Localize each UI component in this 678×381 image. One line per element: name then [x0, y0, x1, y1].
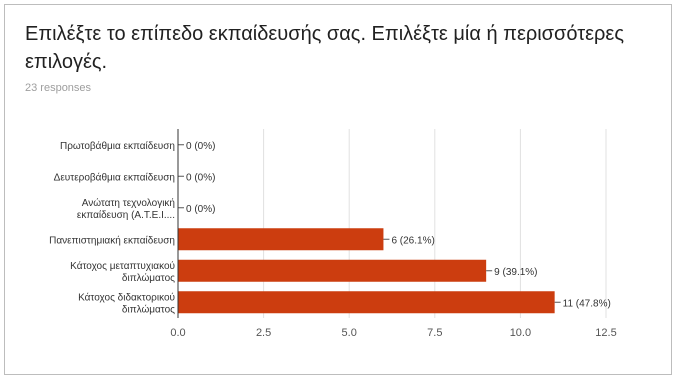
category-label: Κάτοχος μεταπτυχιακού [70, 260, 175, 272]
data-label: 11 (47.8%) [563, 298, 611, 309]
x-tick-label: 12.5 [595, 327, 616, 339]
x-tick-labels: 0.0 2.5 5.0 7.5 10.0 12.5 [170, 327, 616, 339]
response-count: 23 responses [25, 82, 92, 94]
data-label: 0 (0%) [186, 204, 215, 215]
bar [178, 228, 384, 251]
x-tick-label: 10.0 [510, 327, 531, 339]
category-label: Πανεπιστημιακή εκπαίδευση [49, 234, 175, 246]
data-labels: 0 (0%) 0 (0%) 0 (0%) 6 (26.1%) 9 (39.1%) 11 (… [178, 141, 611, 309]
grid-lines [263, 129, 607, 318]
bar [178, 259, 487, 282]
category-label: Κάτοχος διδακτορικού [78, 291, 175, 303]
x-tick-label: 0.0 [170, 327, 185, 339]
question-title: Επιλέξτε το επίπεδο εκπαίδευσής σας. Επι… [25, 23, 624, 73]
category-label: εκπαίδευση (Α.Τ.Ε.Ι.... [77, 209, 175, 221]
bars [178, 228, 555, 314]
x-tick-label: 2.5 [256, 327, 271, 339]
category-label: Δευτεροβάθμια εκπαίδευση [54, 171, 175, 183]
x-tick-label: 5.0 [342, 327, 357, 339]
data-label: 9 (39.1%) [494, 267, 537, 278]
category-label: διπλώματος [122, 272, 175, 284]
data-label: 0 (0%) [186, 141, 215, 152]
bar [178, 291, 555, 314]
data-label: 6 (26.1%) [391, 235, 434, 246]
category-labels: Πρωτοβάθμια εκπαίδευση Δευτεροβάθμια εκπα… [49, 140, 175, 316]
category-label: διπλώματος [122, 303, 175, 315]
data-label: 0 (0%) [186, 172, 215, 183]
category-label: Πρωτοβάθμια εκπαίδευση [60, 140, 175, 152]
x-tick-label: 7.5 [427, 327, 442, 339]
category-label: Ανώτατη τεχνολογική [82, 197, 175, 209]
